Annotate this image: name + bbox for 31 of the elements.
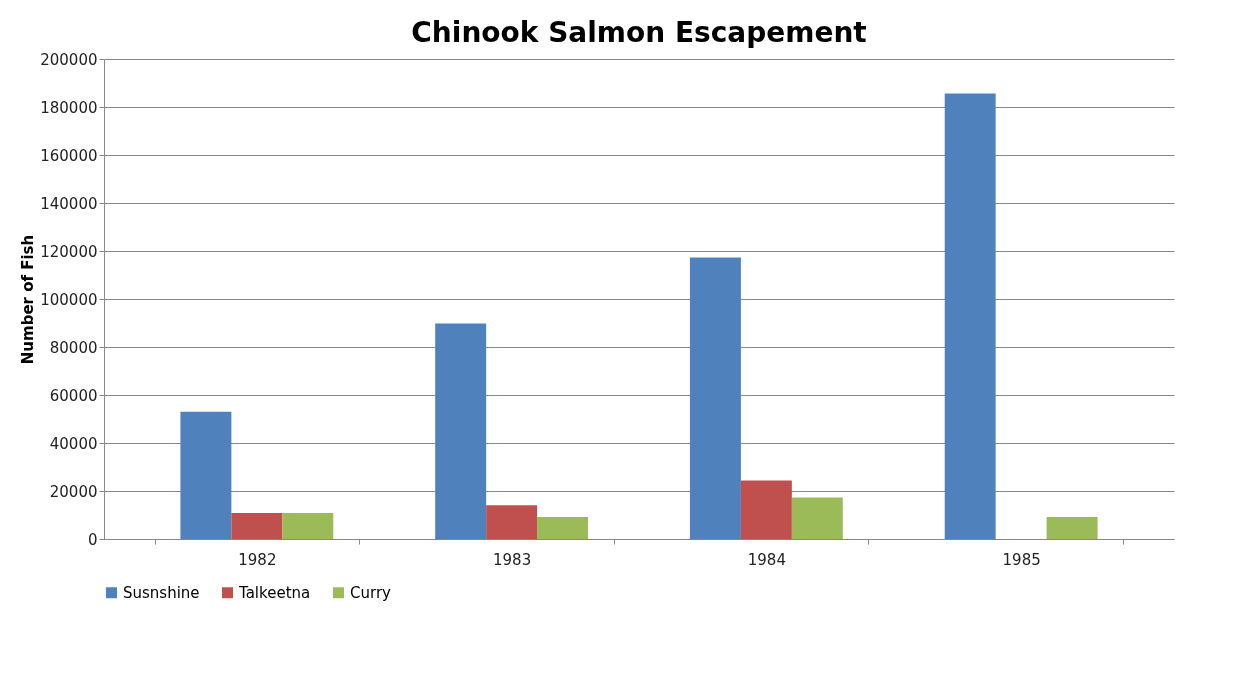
bar <box>282 513 334 539</box>
y-tick-label: 40000 <box>49 434 98 453</box>
y-tick-label: 60000 <box>49 386 98 405</box>
bar <box>180 411 232 539</box>
y-tick-label: 20000 <box>49 482 98 501</box>
y-tick-label: 80000 <box>49 338 98 357</box>
bar <box>1046 516 1098 539</box>
y-tick-label: 200000 <box>40 50 98 69</box>
bar <box>435 323 487 539</box>
x-tick-label: 1984 <box>747 550 786 569</box>
y-tick-label: 180000 <box>40 98 98 117</box>
x-tick-label: 1985 <box>1002 550 1041 569</box>
x-tick-label: 1982 <box>238 550 277 569</box>
bar <box>791 497 843 539</box>
y-axis-title: Number of Fish <box>19 234 38 365</box>
bar <box>231 513 283 539</box>
y-tick-label: 140000 <box>40 194 98 213</box>
legend-label: Susnshine <box>123 583 200 602</box>
bar <box>740 480 792 539</box>
y-tick-label: 120000 <box>40 242 98 261</box>
y-tick-label: 0 <box>87 530 98 549</box>
legend-label: Talkeetna <box>238 583 311 602</box>
legend-label: Curry <box>350 583 392 602</box>
bar <box>486 505 538 539</box>
y-tick-label: 160000 <box>40 146 98 165</box>
x-tick-label: 1983 <box>493 550 532 569</box>
bar <box>689 257 741 539</box>
y-tick-label: 100000 <box>40 290 98 309</box>
bar <box>537 516 589 539</box>
bar <box>944 93 996 539</box>
chart-title: Chinook Salmon Escapement <box>411 16 867 49</box>
